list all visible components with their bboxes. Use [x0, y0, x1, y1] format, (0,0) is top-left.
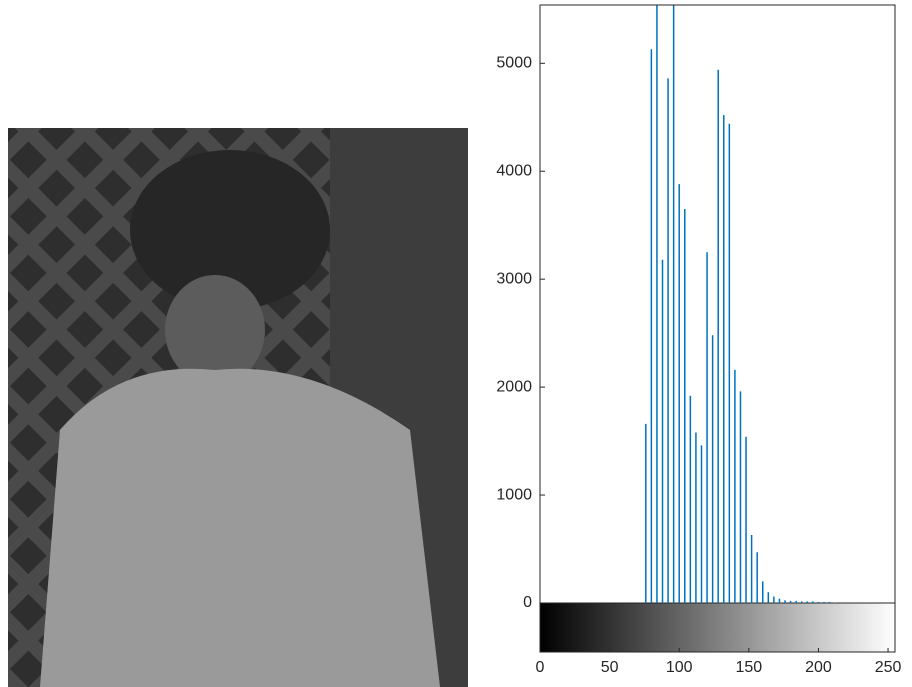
image	[8, 128, 468, 687]
x-tick-label: 150	[735, 659, 762, 676]
y-tick-label: 4000	[496, 162, 532, 179]
axes-box	[539, 4, 896, 603]
x-tick-label: 100	[666, 659, 693, 676]
y-tick-label: 3000	[496, 270, 532, 287]
stems	[645, 5, 836, 603]
y-tick-label: 1000	[496, 486, 532, 503]
y-tick-label: 5000	[496, 55, 532, 72]
colorbar	[539, 602, 896, 653]
x-tick-label: 50	[601, 659, 619, 676]
y-tick-label: 0	[523, 594, 532, 611]
plot-area	[645, 5, 836, 603]
x-tick-label: 0	[536, 659, 545, 676]
x-tick-label: 200	[805, 659, 832, 676]
x-tick-label: 250	[875, 659, 902, 676]
y-tick-label: 2000	[496, 378, 532, 395]
